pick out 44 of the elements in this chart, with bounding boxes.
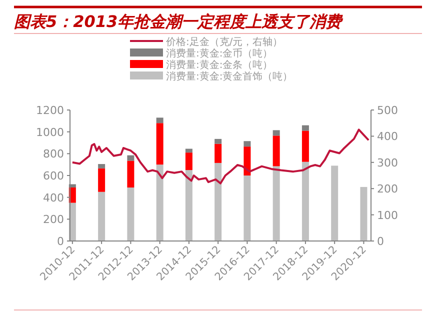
y-tick-label: 1000 xyxy=(36,126,64,139)
chart-title: 图表5：2013年抢金潮一定程度上透支了消费 xyxy=(14,12,344,31)
bar xyxy=(98,192,106,241)
bar xyxy=(98,168,106,192)
legend-label: 消费量:黄金:金条（吨） xyxy=(166,59,273,71)
y-tick-label: 200 xyxy=(43,213,64,226)
legend-label: 消费量:黄金:金币（吨） xyxy=(166,48,273,60)
y2-tick-label: 0 xyxy=(377,235,384,248)
bar xyxy=(185,170,192,241)
bar xyxy=(214,162,222,241)
bar xyxy=(98,164,106,168)
legend-label: 消费量:黄金:黄金首饰（吨） xyxy=(166,70,293,82)
bar xyxy=(302,162,309,241)
bar xyxy=(127,155,134,161)
y2-tick-label: 500 xyxy=(377,104,398,117)
y2-tick-label: 300 xyxy=(377,156,398,170)
bar xyxy=(244,141,251,147)
bar xyxy=(156,164,164,241)
bar xyxy=(331,166,338,241)
y2-tick-label: 100 xyxy=(377,208,398,222)
bar xyxy=(244,146,251,176)
bar xyxy=(214,144,222,163)
bar xyxy=(360,186,368,241)
bar xyxy=(185,148,192,153)
y2-tick-label: 400 xyxy=(377,130,398,144)
bar xyxy=(302,130,309,162)
bar xyxy=(244,176,251,241)
legend-label: 价格:足金（克/元，右轴） xyxy=(165,36,283,48)
y-tick-label: 600 xyxy=(43,170,64,182)
y-tick-label: 0 xyxy=(57,235,64,248)
bar xyxy=(156,118,164,124)
y-tick-label: 800 xyxy=(43,148,64,161)
y-tick-label: 400 xyxy=(43,191,64,204)
bar xyxy=(127,160,134,188)
y2-tick-label: 200 xyxy=(377,182,398,196)
bar xyxy=(272,136,280,166)
bar xyxy=(127,188,134,241)
bar xyxy=(302,125,309,131)
bar xyxy=(272,130,280,136)
bar xyxy=(272,166,280,241)
y-tick-label: 1200 xyxy=(36,104,64,117)
bar xyxy=(214,138,222,144)
bar xyxy=(185,152,192,170)
bar xyxy=(156,123,164,165)
